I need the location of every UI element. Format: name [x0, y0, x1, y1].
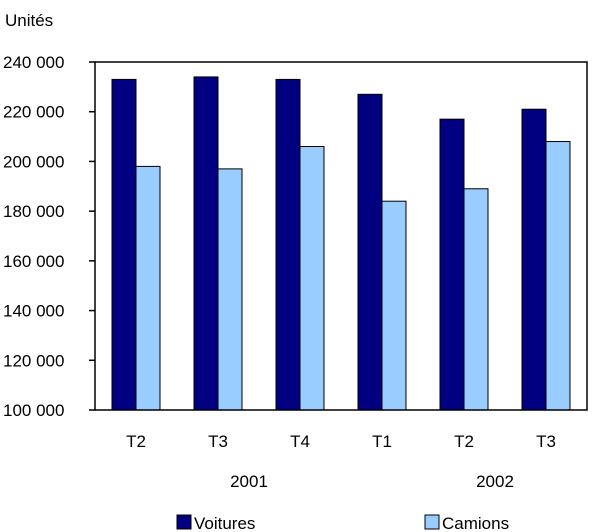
- bars: [111, 76, 571, 411]
- bar-voitures: [439, 118, 465, 411]
- bar-camions: [545, 141, 571, 411]
- x-category-label: T4: [290, 432, 310, 451]
- bar-camions: [135, 165, 161, 411]
- bar-voitures: [111, 78, 137, 411]
- y-tick-label: 100 000: [3, 401, 64, 420]
- y-tick-label: 160 000: [3, 252, 64, 271]
- bar-camions: [217, 168, 243, 411]
- x-category-label: T1: [372, 432, 392, 451]
- bar-voitures: [193, 76, 219, 411]
- y-tick-label: 220 000: [3, 103, 64, 122]
- bar-voitures: [357, 93, 383, 411]
- bar-voitures: [521, 108, 547, 411]
- legend-swatch-camions: [424, 514, 440, 530]
- y-tick-label: 180 000: [3, 202, 64, 221]
- bar-camions: [381, 200, 407, 411]
- legend-label-voitures: Voitures: [194, 514, 255, 532]
- x-group-label-2001: 2001: [230, 472, 268, 491]
- x-axis-categories: T2 T3 T4 T1 T2 T3: [126, 432, 556, 451]
- x-category-label: T2: [126, 432, 146, 451]
- y-tick-label: 240 000: [3, 53, 64, 72]
- y-tick-label: 120 000: [3, 351, 64, 370]
- bar-voitures: [275, 78, 301, 411]
- y-axis-ticks: 100 000 120 000 140 000 160 000 180 000 200 0…: [3, 53, 95, 420]
- bar-camions: [299, 146, 325, 411]
- x-category-label: T2: [454, 432, 474, 451]
- legend-label-camions: Camions: [442, 514, 509, 532]
- x-group-label-2002: 2002: [476, 472, 514, 491]
- x-category-label: T3: [536, 432, 556, 451]
- bar-camions: [463, 188, 489, 411]
- legend-swatch-voitures: [176, 514, 192, 530]
- plot-frame: [94, 61, 588, 411]
- x-category-label: T3: [208, 432, 228, 451]
- legend: Voitures Camions: [176, 514, 509, 532]
- y-tick-label: 140 000: [3, 302, 64, 321]
- y-tick-label: 200 000: [3, 152, 64, 171]
- y-axis-title: Unités: [5, 11, 53, 30]
